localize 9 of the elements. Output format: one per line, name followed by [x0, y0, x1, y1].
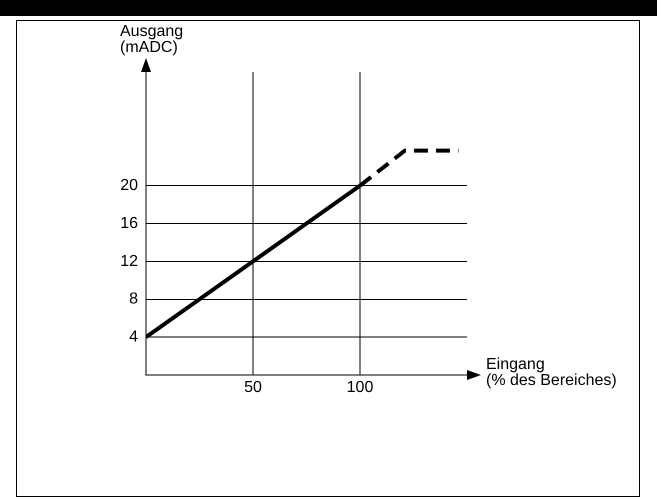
x-tick-label: 100 — [346, 379, 374, 396]
y-tick-label: 8 — [129, 290, 138, 308]
y-tick-label: 16 — [120, 214, 138, 232]
x-tick-label: 50 — [244, 379, 262, 396]
y-axis-title: Ausgang (mADC) — [120, 23, 184, 56]
y-tick-label: 12 — [120, 252, 138, 270]
y-tick-label: 20 — [120, 177, 138, 194]
x-axis-title: Eingang (% des Bereiches) — [486, 356, 617, 389]
y-tick-label: 4 — [129, 328, 138, 346]
